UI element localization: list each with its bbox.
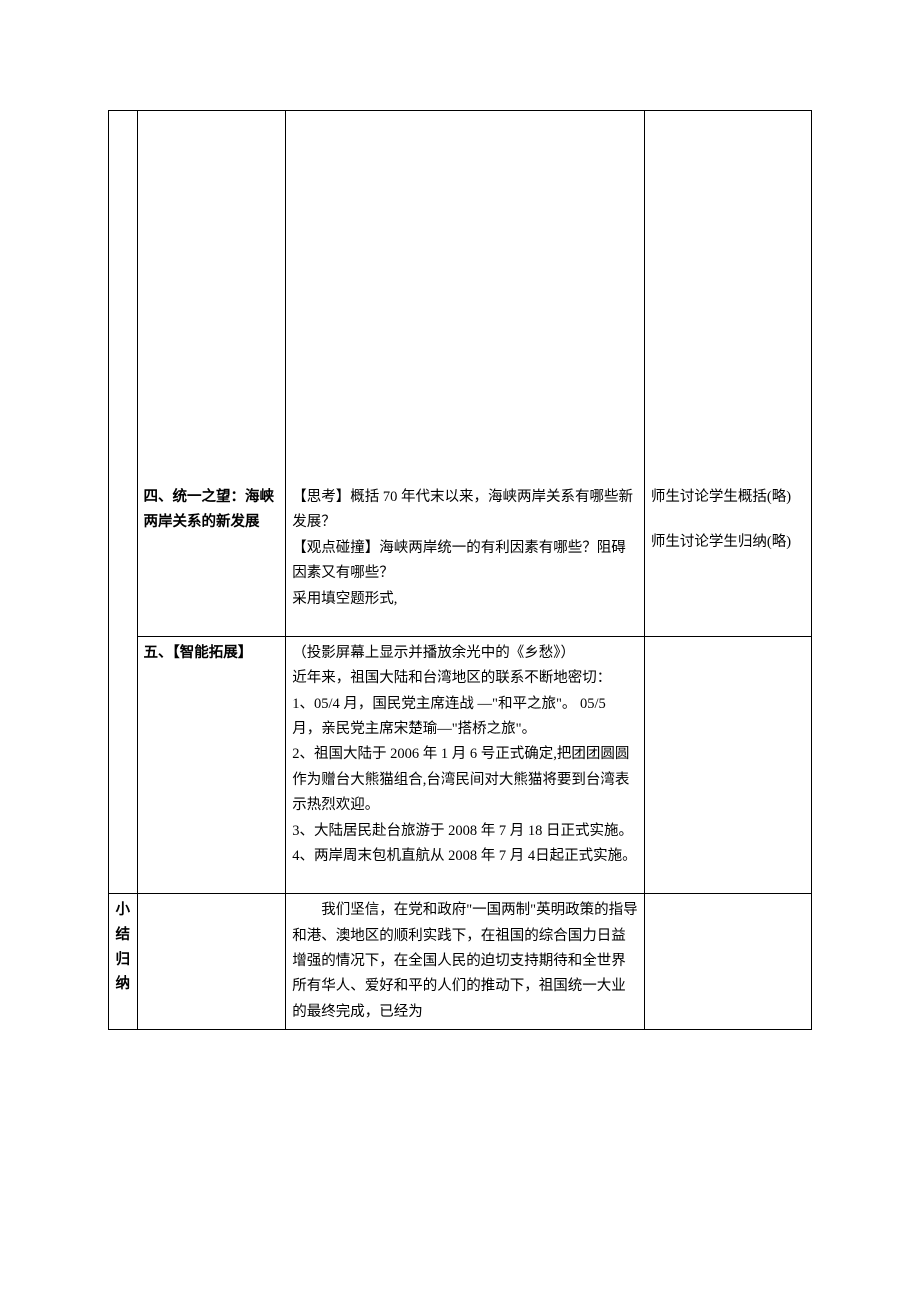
activity-line: 4、两岸周末包机直航从 2008 年 7 月 4日起正式实施。 <box>292 844 638 869</box>
cell-side-label: 小 结 归 纳 <box>109 894 138 1030</box>
activity-line: 采用填空题形式, <box>292 587 638 612</box>
trailing-space <box>292 869 638 889</box>
cell-side-label-empty <box>109 111 138 894</box>
activity-line: 【观点碰撞】海峡两岸统一的有利因素有哪些？阻碍因素又有哪些？ <box>292 536 638 587</box>
trailing-space <box>292 612 638 632</box>
cell-student-activity-empty <box>644 894 811 1030</box>
cell-student-activity: 师生讨论学生概括(略) 师生讨论学生归纳(略) <box>644 111 811 637</box>
student-line: 师生讨论学生概括(略) <box>651 485 805 510</box>
activity-line: 2、祖国大陆于 2006 年 1 月 6 号正式确定,把团团圆圆作为赠台大熊猫组… <box>292 742 638 818</box>
cell-section-title: 五、【智能拓展】 <box>137 636 286 893</box>
section-title-text: 四、统一之望：海峡两岸关系的新发展 <box>144 485 280 536</box>
side-label-char: 小 <box>115 898 131 923</box>
cell-student-activity-empty <box>644 636 811 893</box>
activity-line: 近年来，祖国大陆和台湾地区的联系不断地密切： <box>292 666 638 691</box>
activity-line: （投影屏幕上显示并播放余光中的《乡愁》） <box>292 641 638 666</box>
side-label-char: 纳 <box>115 972 131 997</box>
cell-summary: 我们坚信，在党和政府"一国两制"英明政策的指导和港、澳地区的顺利实践下，在祖国的… <box>286 894 645 1030</box>
table-row: 四、统一之望：海峡两岸关系的新发展 【思考】概括 70 年代末以来，海峡两岸关系… <box>109 111 812 637</box>
activity-line: 【思考】概括 70 年代末以来，海峡两岸关系有哪些新发展？ <box>292 485 638 536</box>
activity-line: 3、大陆居民赴台旅游于 2008 年 7 月 18 日正式实施。 <box>292 819 638 844</box>
cell-teacher-activity: （投影屏幕上显示并播放余光中的《乡愁》） 近年来，祖国大陆和台湾地区的联系不断地… <box>286 636 645 893</box>
section-title-text: 五、【智能拓展】 <box>144 641 280 666</box>
side-label-char: 归 <box>115 948 131 973</box>
table-row: 小 结 归 纳 我们坚信，在党和政府"一国两制"英明政策的指导和港、澳地区的顺利… <box>109 894 812 1030</box>
summary-paragraph: 我们坚信，在党和政府"一国两制"英明政策的指导和港、澳地区的顺利实践下，在祖国的… <box>292 898 638 1025</box>
page-container: 四、统一之望：海峡两岸关系的新发展 【思考】概括 70 年代末以来，海峡两岸关系… <box>0 0 920 1070</box>
student-spacer <box>651 115 805 485</box>
activity-line: 1、05/4 月，国民党主席连战 —"和平之旅"。 05/5 月，亲民党主席宋楚… <box>292 692 638 743</box>
activity-spacer <box>292 115 638 485</box>
cell-section-title-empty <box>137 894 286 1030</box>
student-gap <box>651 510 805 530</box>
section-spacer <box>144 115 280 485</box>
lesson-plan-table: 四、统一之望：海峡两岸关系的新发展 【思考】概括 70 年代末以来，海峡两岸关系… <box>108 110 812 1030</box>
cell-teacher-activity: 【思考】概括 70 年代末以来，海峡两岸关系有哪些新发展？ 【观点碰撞】海峡两岸… <box>286 111 645 637</box>
cell-section-title: 四、统一之望：海峡两岸关系的新发展 <box>137 111 286 637</box>
table-row: 五、【智能拓展】 （投影屏幕上显示并播放余光中的《乡愁》） 近年来，祖国大陆和台… <box>109 636 812 893</box>
student-line: 师生讨论学生归纳(略) <box>651 530 805 555</box>
side-label-char: 结 <box>115 923 131 948</box>
